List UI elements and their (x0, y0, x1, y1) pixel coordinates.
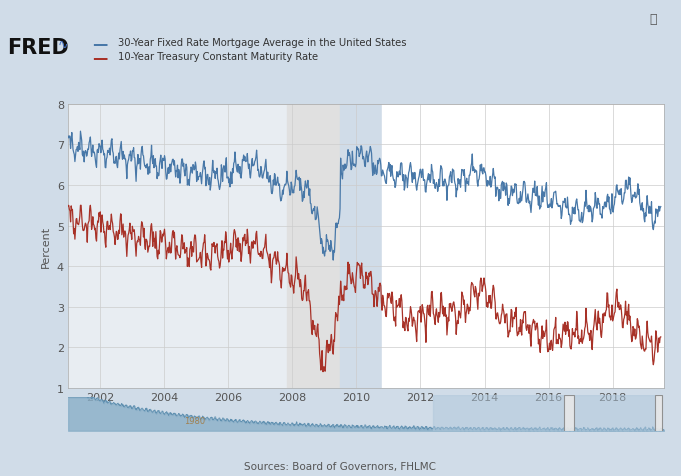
Bar (340, 105, 382, 388)
Text: ⛶: ⛶ (650, 13, 657, 26)
Text: FRED: FRED (7, 38, 69, 58)
Bar (655, 395, 661, 431)
Y-axis label: Percent: Percent (42, 225, 51, 268)
Text: 30-Year Fixed Rate Mortgage Average in the United States: 30-Year Fixed Rate Mortgage Average in t… (118, 38, 407, 48)
Text: Sources: Board of Governors, FHLMC: Sources: Board of Governors, FHLMC (244, 461, 437, 471)
Text: —: — (92, 37, 108, 52)
Bar (565, 395, 574, 431)
Bar (287, 105, 340, 388)
Bar (68, 105, 287, 388)
Text: ∿: ∿ (58, 39, 68, 52)
Text: 1980: 1980 (184, 416, 205, 426)
Bar (433, 395, 658, 431)
Bar (382, 105, 664, 388)
Text: 10-Year Treasury Constant Maturity Rate: 10-Year Treasury Constant Maturity Rate (118, 52, 318, 62)
Text: —: — (92, 51, 108, 66)
